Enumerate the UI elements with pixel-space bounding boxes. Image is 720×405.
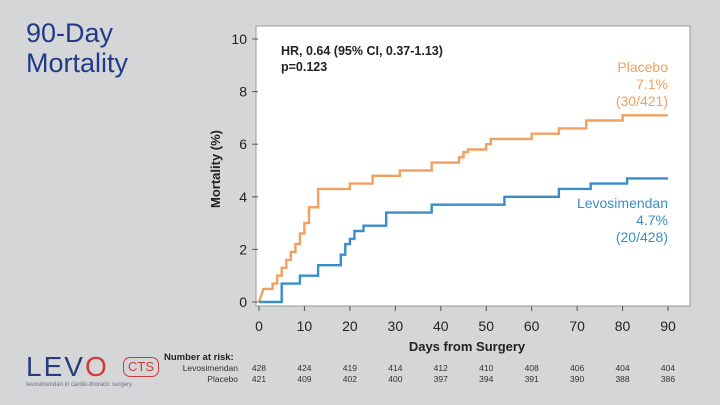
x-tick-label: 50 (478, 318, 494, 334)
x-axis-label: Days from Surgery (409, 339, 526, 354)
y-tick-label: 4 (239, 189, 247, 205)
levo-label-name: Levosimendan (577, 195, 668, 211)
levosimendan-series-line (259, 177, 668, 304)
p-value-annotation: p=0.123 (281, 60, 327, 74)
series-lines (257, 114, 668, 304)
y-tick-label: 8 (239, 84, 247, 100)
levo-label-count: (20/428) (616, 229, 668, 245)
placebo-series-line (257, 114, 668, 303)
x-tick-label: 0 (255, 318, 263, 334)
y-tick-label: 2 (239, 241, 247, 257)
number-at-risk-table: Levosimendan 428 424 419 414 412 410 408 406 404 4… (183, 363, 676, 384)
risk-count: 390 (570, 374, 584, 384)
risk-count: 394 (479, 374, 493, 384)
y-tick-label: 6 (239, 136, 247, 152)
risk-count: 388 (615, 374, 629, 384)
risk-count: 404 (615, 363, 629, 373)
levo-label-pct: 4.7% (636, 212, 668, 228)
risk-count: 406 (570, 363, 584, 373)
placebo-label-count: (30/421) (616, 93, 668, 109)
risk-count: 414 (388, 363, 402, 373)
placebo-label-name: Placebo (617, 59, 668, 75)
slide-title-line1: 90-Day (26, 18, 114, 48)
number-at-risk-title: Number at risk: (164, 352, 234, 363)
slide-title-line2: Mortality (26, 48, 129, 78)
risk-count: 421 (252, 374, 266, 384)
plot-frame (255, 25, 691, 307)
y-tick-label: 10 (231, 31, 247, 47)
x-tick-label: 20 (342, 318, 358, 334)
levo-cts-logo: LEVO CTS levosimendan in cardio-thoracic… (26, 352, 166, 392)
risk-count: 402 (343, 374, 357, 384)
hr-annotation: HR, 0.64 (95% CI, 0.37-1.13) (281, 44, 443, 58)
logo-tagline: levosimendan in cardio-thoracic surgery (26, 382, 133, 388)
x-tick-label: 90 (660, 318, 676, 334)
logo-cts-badge: CTS (123, 357, 159, 377)
risk-count: 409 (297, 374, 311, 384)
risk-count: 397 (434, 374, 448, 384)
x-tick-label: 70 (569, 318, 585, 334)
logo-wordmark: LEVO (26, 351, 109, 382)
placebo-label-pct: 7.1% (636, 76, 668, 92)
risk-count: 386 (661, 374, 675, 384)
risk-count: 400 (388, 374, 402, 384)
risk-count: 391 (525, 374, 539, 384)
risk-count: 424 (297, 363, 311, 373)
slide-title: 90-Day Mortality (26, 18, 128, 78)
risk-count: 412 (434, 363, 448, 373)
x-tick-label: 40 (433, 318, 449, 334)
risk-count: 428 (252, 363, 266, 373)
x-tick-label: 30 (388, 318, 404, 334)
risk-count: 404 (661, 363, 675, 373)
x-tick-label: 60 (524, 318, 540, 334)
x-tick-label: 80 (615, 318, 631, 334)
x-tick-label: 10 (297, 318, 313, 334)
axes: 0 2 4 6 8 10 0 10 20 30 40 50 60 70 80 90 (231, 31, 676, 334)
risk-row-label: Placebo (207, 374, 238, 384)
risk-count: 408 (525, 363, 539, 373)
y-axis-label: Mortality (%) (208, 130, 223, 208)
risk-count: 410 (479, 363, 493, 373)
y-tick-label: 0 (239, 294, 247, 310)
risk-count: 419 (343, 363, 357, 373)
risk-row-label: Levosimendan (183, 363, 239, 373)
